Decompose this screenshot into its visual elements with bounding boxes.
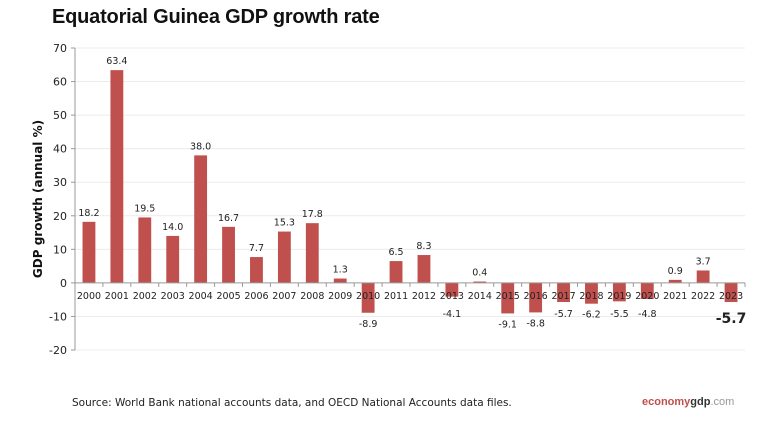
logo-part: .com [710,396,735,408]
x-tick-label: 2009 [328,291,352,302]
bar [529,282,543,313]
bar [640,282,654,299]
x-tick-label: 2021 [663,291,687,302]
bar [724,282,738,303]
bar [557,282,570,303]
x-tick-label: 2005 [216,291,240,302]
bar [250,257,263,283]
x-tick-label: 2000 [77,291,101,302]
data-label: 17.8 [302,209,323,220]
data-label: -5.7 [554,309,573,320]
bar [194,155,208,283]
bar [473,281,487,283]
economygdp-logo: economygdp.com [642,396,734,408]
x-tick-label: 2019 [607,291,631,302]
bar [612,282,626,302]
data-label: 15.3 [274,218,295,229]
data-label: 0.9 [668,266,683,277]
bar [305,223,319,283]
x-tick-label: 2011 [384,291,408,302]
data-label: -6.2 [582,310,601,321]
y-tick-label: 60 [53,76,67,89]
data-label: 38.0 [190,141,211,152]
x-tick-label: 2022 [691,291,715,302]
bar [445,282,459,297]
x-tick-label: 2002 [133,291,157,302]
y-tick-label: 0 [60,277,67,290]
data-label: 18.2 [78,208,99,219]
data-label: -5.7 [716,311,747,327]
y-tick-label: 70 [53,42,67,55]
data-label: -4.1 [443,309,462,320]
bar [389,261,403,283]
data-label: 14.0 [162,222,183,233]
data-label: 19.5 [134,203,155,214]
y-tick-label: 40 [53,143,67,156]
bar [110,70,124,283]
bar [222,226,235,283]
x-tick-label: 2012 [412,291,436,302]
bar [585,282,598,304]
chart-title: Equatorial Guinea GDP growth rate [52,6,380,28]
bar [138,217,152,283]
data-label: 3.7 [696,256,711,267]
y-tick-label: 50 [53,109,67,122]
y-tick-label: 10 [53,243,67,256]
x-tick-label: 2008 [300,291,324,302]
bar [361,282,375,313]
y-tick-label: -20 [49,344,67,357]
x-tick-label: 2007 [272,291,296,302]
logo-part: economy [642,396,691,408]
bar [82,221,96,283]
data-label: -4.8 [638,309,657,320]
data-label: -8.9 [359,319,378,330]
data-label: 7.7 [249,243,264,254]
x-tick-label: 2003 [161,291,185,302]
data-label: 6.5 [388,247,403,258]
x-tick-label: 2006 [244,291,268,302]
bar [668,279,682,283]
data-label: 8.3 [416,241,431,252]
x-tick-label: 2014 [468,291,492,302]
bar [166,235,180,283]
x-tick-label: 2023 [719,291,743,302]
bar [696,270,710,283]
y-tick-label: -10 [49,310,67,323]
x-tick-label: 2020 [635,291,659,302]
data-label: -9.1 [498,319,517,330]
x-tick-label: 2018 [579,291,603,302]
data-label: 63.4 [106,56,127,67]
data-label: 0.4 [472,268,487,279]
x-tick-label: 2017 [551,291,575,302]
y-tick-label: 20 [53,210,67,223]
data-label: -5.5 [610,309,629,320]
x-tick-label: 2001 [105,291,129,302]
data-label: 1.3 [333,265,348,276]
data-label: -8.8 [526,318,545,329]
x-tick-label: 2015 [496,291,520,302]
data-label: 16.7 [218,213,239,224]
x-tick-label: 2004 [189,291,213,302]
x-tick-label: 2010 [356,291,380,302]
y-tick-label: 30 [53,176,67,189]
source-note: Source: World Bank national accounts dat… [72,397,512,409]
x-tick-label: 2013 [440,291,464,302]
y-axis-label: GDP growth (annual %) [31,120,45,278]
bar [501,282,515,314]
bar [277,231,291,283]
logo-part: gdp [690,396,711,408]
bar [333,278,347,283]
x-tick-label: 2016 [524,291,548,302]
bar [417,255,431,283]
